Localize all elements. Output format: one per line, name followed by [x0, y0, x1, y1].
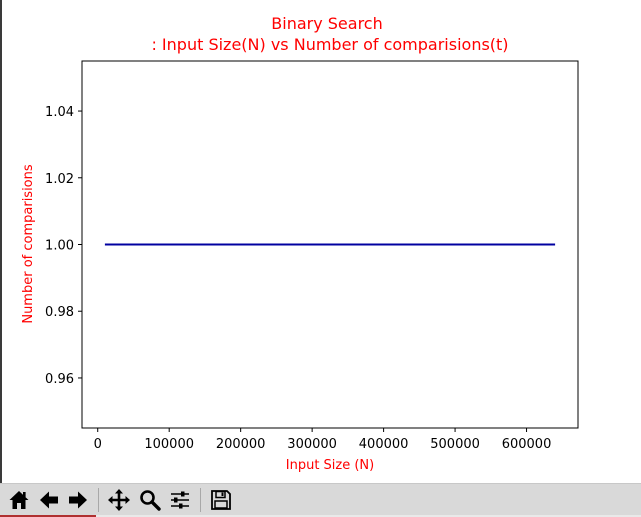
- x-tick-label: 100000: [144, 437, 194, 452]
- chart: Binary Search : Input Size(N) vs Number …: [21, 14, 579, 473]
- y-axis: 0.96 0.98 1.00 1.02 1.04: [45, 105, 82, 387]
- x-tick-label: 0: [94, 437, 102, 452]
- arrow-left-icon: [40, 491, 58, 509]
- home-button[interactable]: [6, 487, 32, 513]
- y-axis-label: Number of comparisions: [21, 164, 36, 324]
- status-strip: [0, 515, 641, 517]
- pan-button[interactable]: [106, 487, 132, 513]
- chart-title: Binary Search : Input Size(N) vs Number …: [151, 14, 508, 54]
- x-axis-label: Input Size (N): [286, 458, 374, 473]
- x-tick-label: 400000: [359, 437, 409, 452]
- status-strip-marker: [0, 515, 96, 517]
- y-tick-label: 1.00: [45, 239, 74, 254]
- arrow-right-icon: [69, 491, 87, 509]
- x-tick-label: 600000: [502, 437, 552, 452]
- y-tick-label: 1.02: [45, 172, 74, 187]
- y-tick-label: 0.96: [45, 372, 74, 387]
- configure-subplots-button[interactable]: [167, 487, 193, 513]
- navigation-toolbar: [0, 483, 641, 517]
- y-tick-label: 1.04: [45, 105, 74, 120]
- magnifier-icon: [140, 490, 161, 511]
- zoom-button[interactable]: [137, 487, 163, 513]
- back-button[interactable]: [36, 487, 62, 513]
- home-icon: [9, 491, 29, 509]
- x-tick-label: 500000: [430, 437, 480, 452]
- toolbar-separator: [98, 488, 99, 512]
- window-border: [0, 0, 2, 483]
- chart-title-line-2: : Input Size(N) vs Number of comparision…: [151, 35, 508, 54]
- move-icon: [108, 489, 130, 511]
- floppy-disk-icon: [211, 490, 231, 510]
- x-tick-label: 200000: [216, 437, 266, 452]
- forward-button[interactable]: [65, 487, 91, 513]
- save-button[interactable]: [208, 487, 234, 513]
- x-tick-label: 300000: [287, 437, 337, 452]
- y-tick-label: 0.98: [45, 305, 74, 320]
- toolbar-separator: [200, 488, 201, 512]
- chart-title-line-1: Binary Search: [271, 14, 382, 33]
- x-axis: 0 100000 200000 300000 400000 500000 600000: [94, 428, 552, 452]
- sliders-icon: [171, 491, 189, 509]
